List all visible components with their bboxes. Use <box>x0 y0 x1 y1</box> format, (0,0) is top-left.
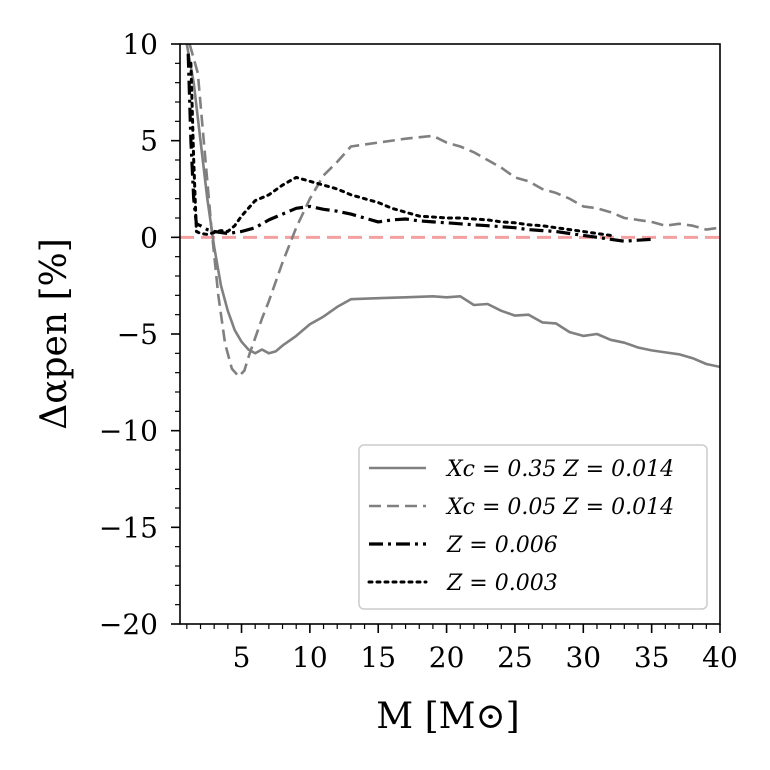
y-tick-label: −20 <box>99 608 158 641</box>
legend-label-1: Xc = 0.35 Z = 0.014 <box>445 457 674 482</box>
series-line-1 <box>185 44 720 369</box>
legend-box <box>358 444 708 610</box>
x-tick-label: 10 <box>292 641 328 674</box>
x-tick-label: 30 <box>565 641 601 674</box>
x-tick-label: 15 <box>360 641 396 674</box>
x-tick-label: 35 <box>634 641 670 674</box>
legend-label-3: Z = 0.006 <box>446 533 558 558</box>
x-tick-label: 5 <box>233 641 251 674</box>
y-tick-label: 5 <box>140 125 158 158</box>
y-tick-label: 10 <box>122 28 158 61</box>
y-tick-label: −5 <box>117 318 158 351</box>
y-tick-label: −10 <box>99 415 158 448</box>
legend-label-4: Z = 0.003 <box>446 571 558 596</box>
y-tick-label: 0 <box>140 221 158 254</box>
x-tick-label: 25 <box>497 641 533 674</box>
x-tick-label: 40 <box>702 641 738 674</box>
y-axis-title-text: Δαpen [%] <box>34 238 75 430</box>
x-axis-title-text: M [M⊙] <box>376 696 519 737</box>
series-line-3 <box>186 53 652 243</box>
y-axis-title: Δαpen [%] <box>34 238 75 430</box>
series-line-2 <box>188 44 720 378</box>
legend-label-2: Xc = 0.05 Z = 0.014 <box>445 495 674 520</box>
series-line-4 <box>189 61 613 237</box>
y-tick-label: −15 <box>99 511 158 544</box>
x-axis-title: M [M⊙] <box>376 696 519 737</box>
x-tick-label: 20 <box>429 641 465 674</box>
legend: Xc = 0.35 Z = 0.014 Xc = 0.05 Z = 0.014 Z … <box>358 444 708 610</box>
